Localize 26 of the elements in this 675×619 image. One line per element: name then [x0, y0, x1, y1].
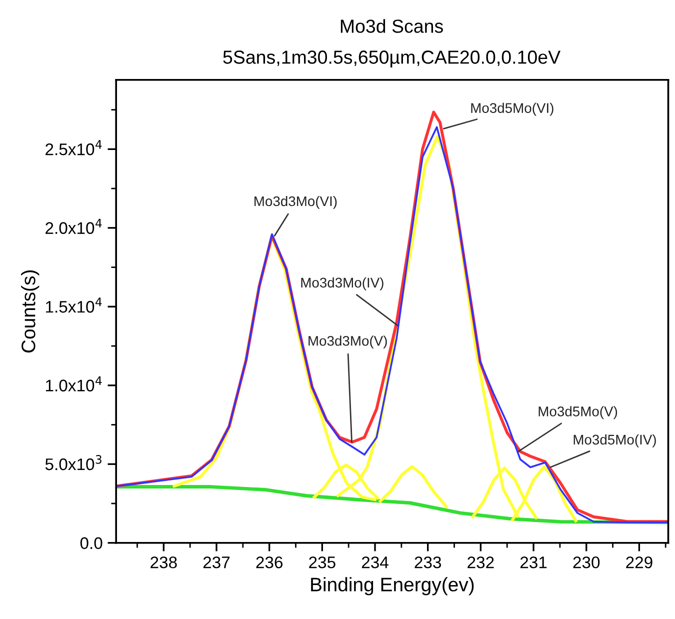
x-tick-label: 234	[362, 556, 388, 568]
x-tick-label: 237	[203, 556, 230, 568]
x-tick-label: 230	[573, 556, 600, 568]
annotation: Mo3d3Mo(VI)	[254, 196, 337, 209]
y-tick-label: 1.5x10$^{4}$	[46, 298, 102, 313]
x-tick-label: 235	[309, 556, 336, 568]
chart-subtitle: 5Sans,1m30.5s,650µm,CAE20.0,0.10eV	[223, 50, 560, 68]
annotation: Mo3d3Mo(V)	[308, 336, 387, 349]
y-tick-label: 0.0	[80, 537, 102, 550]
y-tick-label: 2.5x10$^{4}$	[46, 140, 102, 156]
x-axis-title: Binding Energy(ev)	[311, 577, 474, 596]
x-tick-label: 233	[414, 556, 442, 568]
y-tick-label: 2.0x10$^{4}$	[46, 218, 102, 234]
x-tick-label: 231	[520, 556, 547, 568]
chart-title: Mo3d Scans	[340, 19, 443, 33]
x-tick-label: 236	[256, 556, 282, 568]
x-tick-label: 238	[150, 556, 177, 568]
annotation: Mo3d3Mo(IV)	[301, 277, 384, 290]
x-tick-label: 229	[626, 556, 652, 568]
annotation: Mo3d5Mo(V)	[538, 406, 618, 420]
x-tick-label: 232	[468, 556, 494, 568]
annotation: Mo3d5Mo(VI)	[471, 102, 554, 116]
y-tick-label: 1.0x10$^{4}$	[46, 376, 102, 392]
y-axis-title: Counts(s)	[21, 270, 40, 353]
annotation: Mo3d5Mo(IV)	[574, 434, 656, 448]
y-tick-label: 5.0x10$^{3}$	[45, 454, 102, 470]
